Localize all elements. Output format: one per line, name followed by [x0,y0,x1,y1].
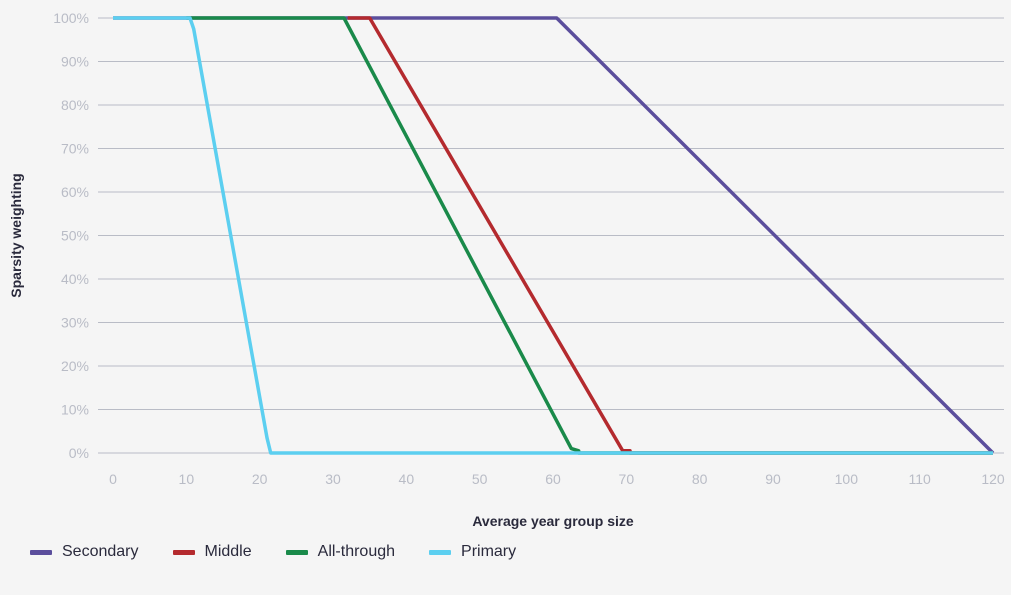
legend-swatch [30,549,52,555]
y-tick-label: 30% [61,315,89,331]
legend-swatch [172,549,195,555]
x-tick-label: 100 [835,471,859,487]
legend-swatch [285,549,308,555]
x-tick-label: 70 [619,471,635,487]
legend-label: Secondary [62,543,139,560]
y-tick-label: 90% [61,54,89,70]
series-lines [113,16,995,455]
y-tick-label: 0% [69,445,89,461]
y-tick-label: 80% [61,97,89,113]
x-tick-label: 20 [252,471,268,487]
y-axis-title: Sparsity weighting [8,173,24,297]
x-tick-label: 10 [179,471,195,487]
y-tick-label: 50% [61,228,89,244]
gridlines [98,17,1004,454]
legend-item: Middle [172,543,252,561]
y-tick-label: 40% [61,271,89,287]
legend-swatch [429,549,452,555]
y-tick-label: 60% [61,184,89,200]
x-axis-title: Average year group size [472,513,634,529]
legend-label: All-through [317,543,396,560]
chart-legend: Secondary Middle All-through Primary [30,543,550,561]
legend-item: All-through [285,543,396,561]
x-tick-label: 50 [472,471,488,487]
line-chart: 0% 10% 20% 30% 40% 50% 60% 70% 80% 90% 100% 0 10 20 3… [8,10,1005,529]
x-tick-label: 90 [765,471,781,487]
y-tick-label: 10% [61,402,89,418]
y-tick-label: 20% [61,358,89,374]
legend-item: Primary [429,543,516,561]
x-tick-label: 40 [399,471,415,487]
y-tick-label: 70% [61,141,89,157]
x-tick-label: 60 [545,471,561,487]
x-tick-label: 80 [692,471,708,487]
series-line-primary [113,16,993,455]
y-axis-ticks: 0% 10% 20% 30% 40% 50% 60% 70% 80% 90% 100% [53,10,89,461]
x-tick-label: 120 [981,471,1005,487]
legend-label: Middle [204,543,252,560]
legend-item: Secondary [30,543,139,561]
x-tick-label: 110 [909,471,932,487]
x-tick-label: 30 [325,471,341,487]
y-tick-label: 100% [53,10,89,26]
legend-label: Primary [461,543,517,560]
x-tick-label: 0 [109,471,117,487]
x-axis-ticks: 0 10 20 30 40 50 60 70 80 90 100 110 120 [109,471,1005,487]
